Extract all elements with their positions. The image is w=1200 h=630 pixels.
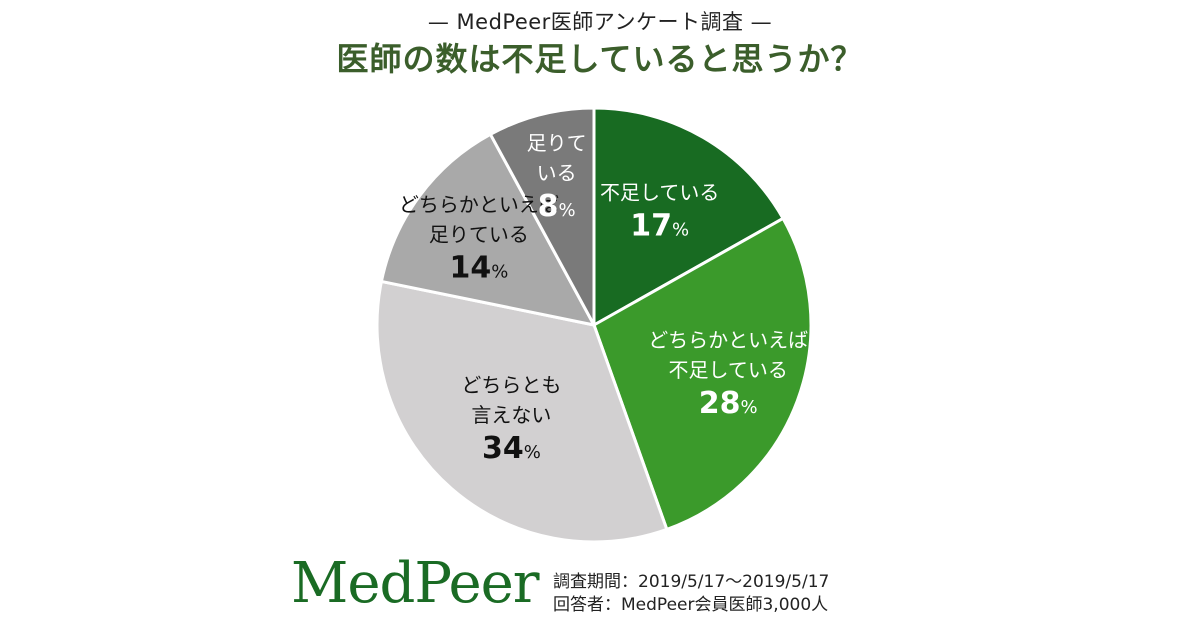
chart-subtitle: — MedPeer医師アンケート調査 — [427, 10, 773, 34]
survey-respondents: 回答者：MedPeer会員医師3,000人 [553, 595, 829, 615]
slice-category-label: 足りて [527, 131, 587, 155]
slice-category-label: 足りている [429, 223, 529, 247]
medpeer-logo: MedPeer [291, 551, 540, 616]
pie-labels: 不足している17%どちらかといえば不足している28%どちらとも言えない34%どち… [399, 131, 808, 466]
chart-title: 医師の数は不足していると思うか？ [336, 40, 864, 78]
pie-slice [592, 106, 785, 327]
slice-category-label: どちらかといえば [399, 193, 559, 217]
pie-slice [592, 216, 813, 531]
pie-slice [488, 106, 596, 327]
slice-category-label: どちらかといえば [648, 328, 808, 352]
pie-slices [375, 106, 813, 544]
slice-value-label: 14% [449, 251, 508, 286]
slice-category-label: いる [537, 161, 577, 185]
slice-value-label: 28% [699, 386, 758, 421]
slice-value-label: 17% [630, 209, 689, 244]
survey-info: 調査期間：2019/5/17～2019/5/17 回答者：MedPeer会員医師… [553, 571, 829, 617]
survey-period: 調査期間：2019/5/17～2019/5/17 [553, 572, 830, 592]
slice-category-label: 不足している [600, 181, 719, 205]
slice-category-label: 不足している [668, 358, 787, 382]
pie-slice [375, 279, 669, 544]
pie-slice [379, 132, 596, 327]
slice-category-label: どちらとも [461, 373, 561, 397]
slice-value-label: 8% [538, 189, 576, 224]
slice-category-label: 言えない [471, 403, 551, 427]
slice-value-label: 34% [482, 431, 541, 466]
